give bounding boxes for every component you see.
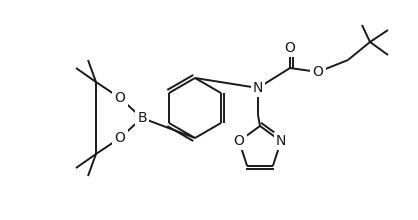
Text: O: O	[234, 134, 245, 148]
Text: N: N	[276, 134, 286, 148]
Text: O: O	[115, 131, 125, 145]
Text: B: B	[137, 111, 147, 125]
Text: O: O	[115, 91, 125, 105]
Text: O: O	[285, 41, 296, 55]
Text: O: O	[313, 65, 324, 79]
Text: N: N	[253, 81, 263, 95]
